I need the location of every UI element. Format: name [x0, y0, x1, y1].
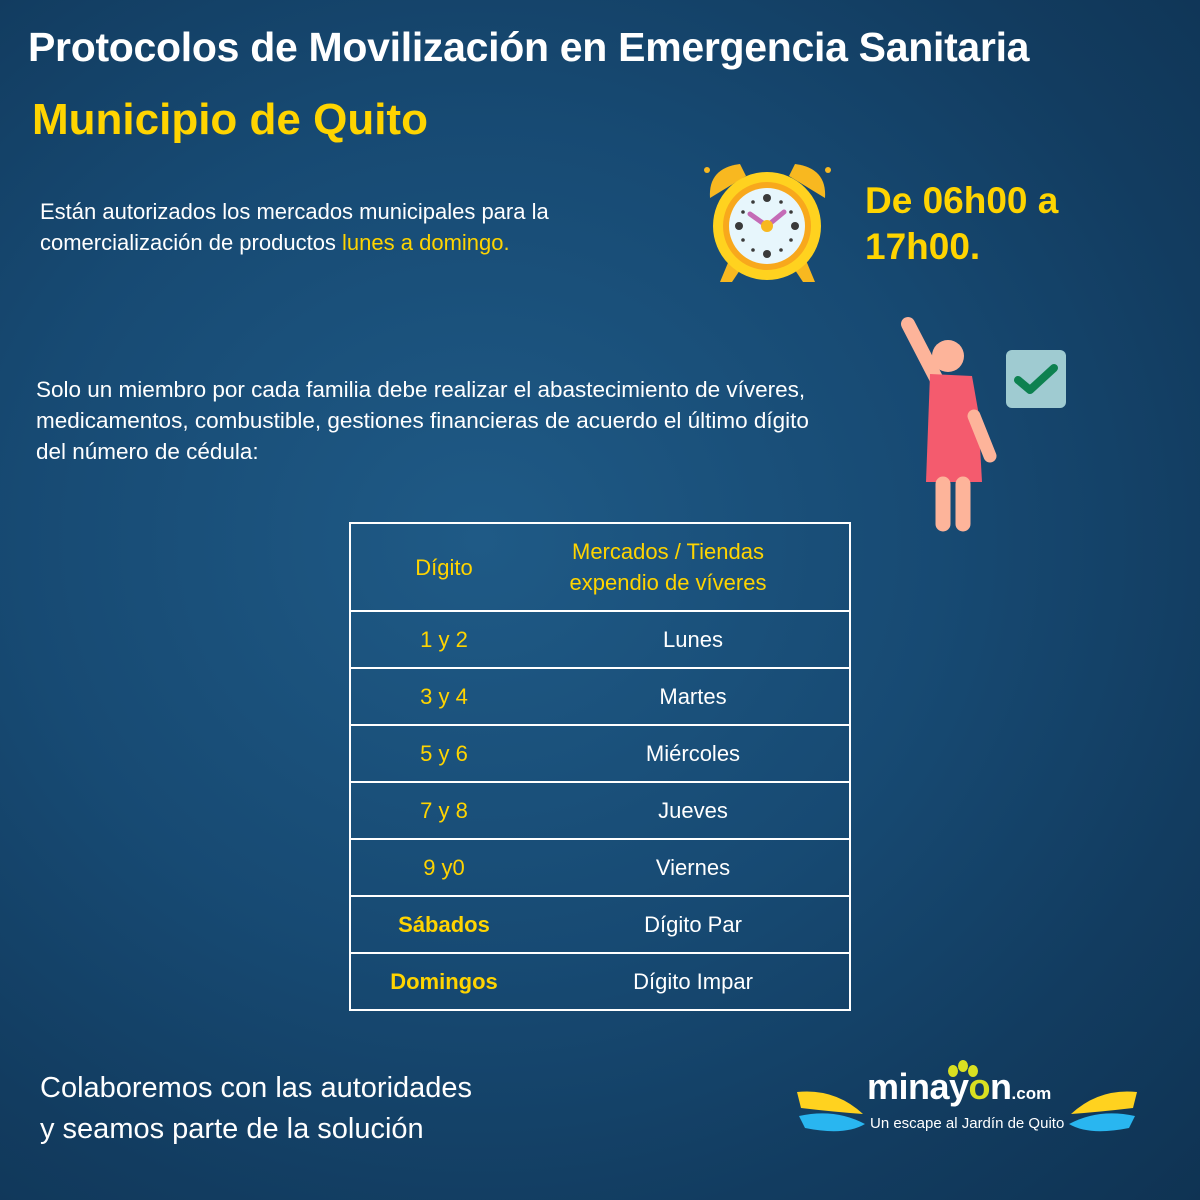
day-cell: Jueves: [537, 781, 850, 839]
checkmark-icon: [1014, 364, 1058, 394]
footer-line-1: Colaboremos con las autoridades: [40, 1072, 473, 1104]
day-cell: Martes: [537, 667, 850, 725]
instructions-text: Solo un miembro por cada familia debe re…: [36, 377, 809, 464]
table-row: Sábados Dígito Par: [350, 895, 850, 953]
page-subtitle: Municipio de Quito: [32, 95, 428, 144]
intro-highlight: lunes a domingo.: [342, 230, 510, 255]
logo-tagline: Un escape al Jardín de Quito: [870, 1115, 1065, 1132]
digit-cell: 1 y 2: [350, 610, 537, 668]
logo-wordmark: minayon.com: [867, 1066, 1052, 1107]
checkmark-badge: [1006, 350, 1066, 408]
minayon-logo: minayon.com Un escape al Jardín de Quito: [795, 1060, 1140, 1136]
digit-cell: Sábados: [350, 895, 537, 953]
table-row: 7 y 8 Jueves: [350, 781, 850, 839]
footer-message: Colaboremos con las autoridades y seamos…: [40, 1068, 600, 1150]
alarm-clock-icon: [700, 158, 835, 286]
digit-cell: 3 y 4: [350, 667, 537, 725]
day-cell: Miércoles: [537, 724, 850, 782]
schedule-table: Dígito Mercados / Tiendas expendio de ví…: [349, 522, 851, 1011]
intro-text: Están autorizados los mercados municipal…: [40, 196, 680, 258]
right-feather-icon: [1069, 1091, 1137, 1132]
page-title: Protocolos de Movilización en Emergencia…: [28, 24, 1030, 70]
table-row: 9 y0 Viernes: [350, 838, 850, 896]
day-cell: Dígito Par: [537, 895, 850, 953]
footer-line-2: y seamos parte de la solución: [40, 1113, 424, 1145]
day-cell: Viernes: [537, 838, 850, 896]
header-digit: Dígito: [350, 522, 537, 611]
hours-line-1: De 06h00 a: [865, 180, 1059, 221]
header-markets: Mercados / Tiendas expendio de víveres: [537, 522, 850, 611]
hours-line-2: 17h00.: [865, 226, 981, 267]
left-feather-icon: [797, 1091, 865, 1132]
digit-cell: 9 y0: [350, 838, 537, 896]
digit-cell: Domingos: [350, 952, 537, 1010]
table-header-row: Dígito Mercados / Tiendas expendio de ví…: [350, 522, 850, 611]
intro-body: Están autorizados los mercados municipal…: [40, 199, 549, 255]
digit-cell: 5 y 6: [350, 724, 537, 782]
day-cell: Dígito Impar: [537, 952, 850, 1010]
table-row: 5 y 6 Miércoles: [350, 724, 850, 782]
opening-hours: De 06h00 a 17h00.: [865, 178, 1125, 270]
table-row: 1 y 2 Lunes: [350, 610, 850, 668]
digit-cell: 7 y 8: [350, 781, 537, 839]
paw-icon: [948, 1060, 978, 1077]
woman-raising-hand-icon: [890, 312, 1000, 534]
table-row: Domingos Dígito Impar: [350, 952, 850, 1010]
day-cell: Lunes: [537, 610, 850, 668]
table-row: 3 y 4 Martes: [350, 667, 850, 725]
